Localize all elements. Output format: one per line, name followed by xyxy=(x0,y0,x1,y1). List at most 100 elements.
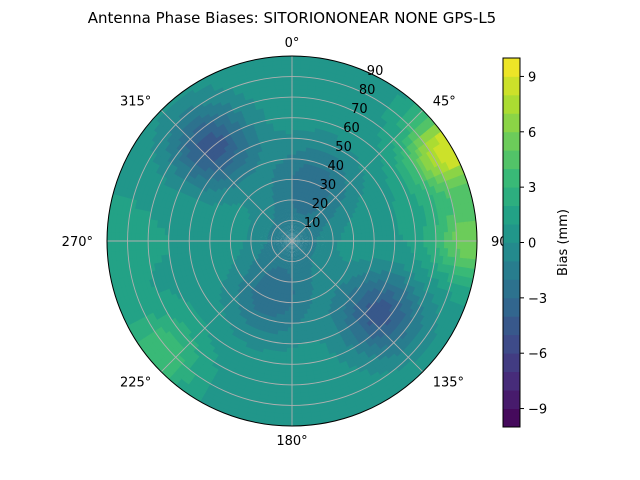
bias-cell xyxy=(294,248,298,254)
bias-cell xyxy=(283,247,287,252)
bias-cell xyxy=(306,265,311,271)
bias-cell xyxy=(302,233,308,237)
bias-cell xyxy=(279,237,285,240)
bias-cell xyxy=(304,197,309,203)
bias-cell xyxy=(306,217,311,222)
bias-cell xyxy=(276,220,280,226)
bias-cell xyxy=(291,286,295,291)
bias-cell xyxy=(285,229,289,234)
bias-cell xyxy=(307,253,312,258)
bias-cell xyxy=(282,226,286,231)
bias-cell xyxy=(311,231,317,235)
bias-cell xyxy=(279,241,284,244)
bias-cell xyxy=(298,226,303,232)
bias-cell xyxy=(285,260,288,266)
bias-cell xyxy=(294,228,298,234)
bias-cell xyxy=(244,222,250,228)
bias-cell xyxy=(312,244,317,247)
bias-cell xyxy=(283,236,289,240)
bias-cell xyxy=(248,224,254,229)
bias-cell xyxy=(283,242,289,244)
bias-cell xyxy=(299,259,303,265)
bias-cell xyxy=(268,216,273,221)
bias-cell xyxy=(295,237,301,240)
bias-cell xyxy=(321,254,327,259)
bias-cell xyxy=(316,253,322,258)
bias-cell xyxy=(289,286,293,291)
bias-cell xyxy=(287,244,290,249)
bias-cell xyxy=(246,240,251,244)
bias-cell xyxy=(306,260,311,265)
bias-cell xyxy=(287,233,290,238)
bias-cell xyxy=(296,230,300,235)
bias-cell xyxy=(285,129,293,135)
bias-cell xyxy=(304,242,309,245)
bias-cell xyxy=(295,236,300,239)
bias-cell xyxy=(273,254,278,259)
bias-cell xyxy=(278,229,283,234)
bias-cell xyxy=(280,233,286,237)
bias-cell xyxy=(323,249,329,253)
bias-cell xyxy=(286,224,289,230)
bias-cell xyxy=(267,246,273,249)
bias-cell xyxy=(257,254,263,259)
bias-cell xyxy=(300,213,305,219)
bias-cell xyxy=(300,238,305,241)
bias-cell xyxy=(298,245,303,250)
bias-cell xyxy=(302,267,306,273)
bias-cell xyxy=(299,217,303,223)
bias-cell xyxy=(303,244,309,248)
bias-cell xyxy=(308,238,314,241)
bias-cell xyxy=(294,244,298,249)
bias-cell xyxy=(275,238,280,240)
bias-cell xyxy=(269,214,275,220)
bias-cell xyxy=(309,250,315,254)
bias-cell xyxy=(264,230,270,234)
bias-cell xyxy=(280,227,285,232)
bias-cell xyxy=(311,261,316,266)
bias-cell xyxy=(297,225,301,231)
bias-cell xyxy=(309,251,314,255)
bias-cell xyxy=(258,242,264,245)
bias-cell xyxy=(271,208,276,214)
bias-cell xyxy=(320,237,326,240)
bias-cell xyxy=(288,290,293,296)
bias-cell xyxy=(273,260,278,265)
bias-cell xyxy=(283,238,289,241)
bias-cell xyxy=(293,281,298,287)
bias-cell xyxy=(297,264,300,270)
bias-cell xyxy=(295,242,301,244)
bias-cell xyxy=(295,237,301,240)
bias-cell xyxy=(262,255,268,260)
bias-cell xyxy=(276,210,281,216)
bias-cell xyxy=(334,254,340,260)
bias-cell xyxy=(299,250,304,255)
bias-cell xyxy=(297,230,301,235)
bias-cell xyxy=(233,240,239,245)
bias-cell xyxy=(296,239,301,241)
bias-cell xyxy=(322,227,328,231)
bias-cell xyxy=(284,235,289,239)
bias-cell xyxy=(289,191,293,196)
bias-cell xyxy=(286,261,289,266)
bias-cell xyxy=(304,256,309,261)
bias-cell xyxy=(293,244,295,250)
bias-cell xyxy=(336,235,342,239)
bias-cell xyxy=(288,182,293,188)
bias-cell xyxy=(295,243,300,247)
bias-cell xyxy=(267,233,273,236)
bias-cell xyxy=(301,230,306,234)
bias-cell xyxy=(294,178,299,184)
bias-cell xyxy=(283,225,287,231)
chart-title: Antenna Phase Biases: SITORIONONEAR NONE… xyxy=(88,9,496,27)
bias-cell xyxy=(312,243,318,246)
bias-cell xyxy=(299,244,304,248)
bias-cell xyxy=(300,238,305,240)
bias-cell xyxy=(275,244,281,248)
bias-cell xyxy=(303,262,307,268)
bias-cell xyxy=(280,244,285,247)
bias-cell xyxy=(299,234,304,238)
bias-cell xyxy=(303,210,308,216)
bias-cell xyxy=(293,244,296,250)
bias-cell xyxy=(281,232,286,237)
